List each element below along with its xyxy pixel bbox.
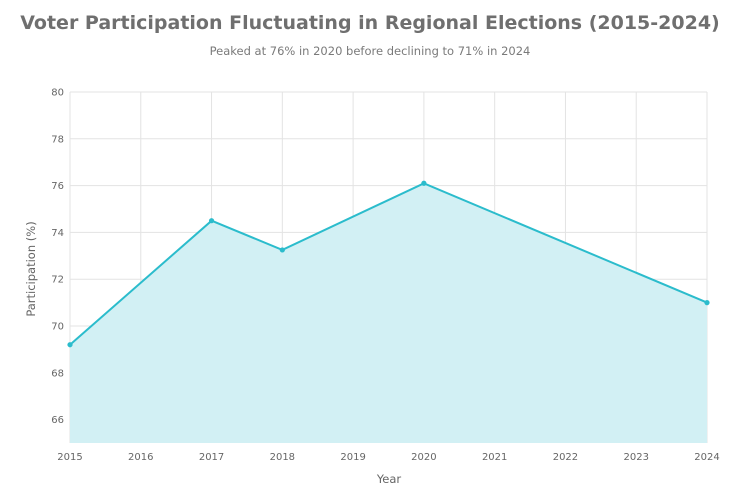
data-point xyxy=(704,300,710,306)
y-tick-label: 78 xyxy=(51,134,64,145)
x-axis-ticks: 2015 2016 2017 2018 2019 2020 2021 2022 2023 2024 xyxy=(57,452,719,463)
x-tick-label: 2024 xyxy=(694,452,719,463)
y-tick-label: 80 xyxy=(51,88,64,99)
area-fill xyxy=(70,183,707,444)
data-points xyxy=(67,180,710,348)
y-tick-label: 70 xyxy=(51,322,64,333)
chart-subtitle: Peaked at 76% in 2020 before declining t… xyxy=(209,44,531,58)
y-tick-label: 74 xyxy=(51,228,64,239)
x-tick-label: 2022 xyxy=(553,452,578,463)
y-tick-label: 66 xyxy=(51,415,64,426)
y-axis-label: Participation (%) xyxy=(24,221,38,316)
data-point xyxy=(421,180,427,186)
data-point xyxy=(67,342,73,348)
chart-title: Voter Participation Fluctuating in Regio… xyxy=(20,12,720,34)
x-tick-label: 2015 xyxy=(57,452,82,463)
x-tick-label: 2019 xyxy=(340,452,365,463)
x-tick-label: 2017 xyxy=(199,452,224,463)
x-tick-label: 2021 xyxy=(482,452,507,463)
x-tick-label: 2018 xyxy=(270,452,295,463)
x-tick-label: 2020 xyxy=(411,452,436,463)
x-axis-label: Year xyxy=(376,472,402,486)
y-axis-ticks: 66 68 70 72 74 76 78 80 xyxy=(51,88,64,427)
y-tick-label: 68 xyxy=(51,368,64,379)
y-tick-label: 72 xyxy=(51,275,64,286)
x-tick-label: 2023 xyxy=(623,452,648,463)
x-tick-label: 2016 xyxy=(128,452,153,463)
data-point xyxy=(208,218,215,224)
data-point xyxy=(279,247,285,253)
y-tick-label: 76 xyxy=(51,181,64,192)
